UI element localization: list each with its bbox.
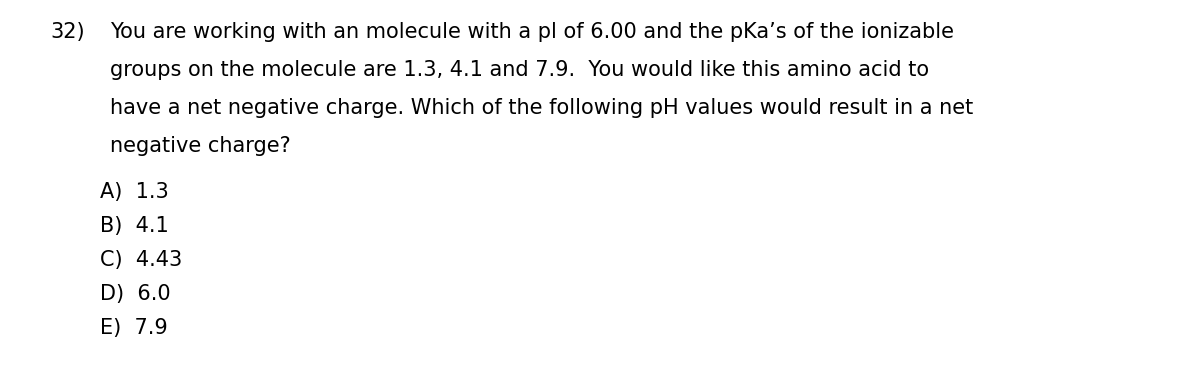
Text: You are working with an molecule with a pl of 6.00 and the pKa’s of the ionizabl: You are working with an molecule with a … [110,22,954,42]
Text: A)  1.3: A) 1.3 [100,182,169,202]
Text: C)  4.43: C) 4.43 [100,250,182,270]
Text: B)  4.1: B) 4.1 [100,216,169,236]
Text: E)  7.9: E) 7.9 [100,318,168,338]
Text: 32): 32) [50,22,85,42]
Text: D)  6.0: D) 6.0 [100,284,170,304]
Text: have a net negative charge. Which of the following pH values would result in a n: have a net negative charge. Which of the… [110,98,973,118]
Text: negative charge?: negative charge? [110,136,290,156]
Text: groups on the molecule are 1.3, 4.1 and 7.9.  You would like this amino acid to: groups on the molecule are 1.3, 4.1 and … [110,60,929,80]
